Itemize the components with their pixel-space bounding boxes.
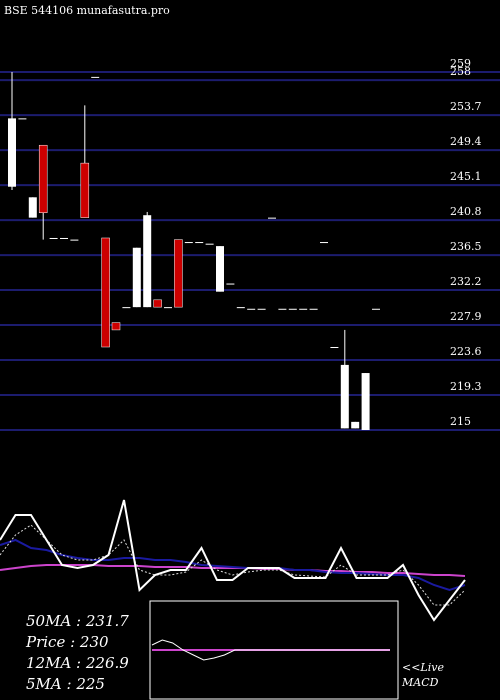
y-tick-label: 232.2	[450, 275, 482, 288]
candle-body	[8, 118, 16, 187]
candle-body	[60, 237, 68, 239]
y-tick-label: 249.4	[450, 135, 482, 148]
y-tick-label: 227.9	[450, 310, 482, 323]
y-tick-label: 219.3	[450, 380, 482, 393]
candle-body	[216, 246, 224, 292]
candle-body	[153, 299, 162, 308]
candle-body	[236, 307, 245, 309]
y-tick-label: 215	[450, 415, 471, 428]
y-tick-label: 245.1	[450, 170, 482, 183]
candle-body	[132, 247, 141, 308]
candle-body	[226, 283, 235, 285]
candle-body	[49, 237, 58, 239]
candle-body	[101, 237, 110, 348]
y-tick-label: 259	[450, 57, 471, 70]
chart-title: BSE 544106 munafasutra.pro	[4, 4, 170, 17]
info-label: 12MA : 226.9	[26, 654, 129, 672]
ma-line	[0, 524, 466, 606]
macd-line	[151, 639, 390, 661]
candle-body	[320, 242, 328, 244]
candle-body	[268, 217, 276, 219]
y-tick-label: 223.6	[450, 345, 482, 358]
candle-body	[122, 307, 131, 309]
candle-body	[164, 307, 172, 309]
candle-body	[309, 308, 318, 310]
info-label: Price : 230	[25, 633, 109, 651]
candle-body	[351, 421, 360, 429]
ma-line	[0, 538, 466, 592]
info-label: 5MA : 225	[26, 675, 105, 693]
y-tick-label: 258	[450, 65, 471, 78]
candle-body	[205, 243, 214, 245]
y-tick-label: 236.5	[450, 240, 482, 253]
candle-body	[330, 347, 339, 349]
candle-body	[299, 308, 308, 310]
candle-body	[195, 242, 204, 244]
candle-body	[361, 373, 370, 430]
candle-body	[174, 239, 183, 308]
candle-body	[247, 308, 256, 310]
candle-body	[288, 308, 297, 310]
candle-body	[340, 364, 349, 429]
candle-body	[70, 239, 79, 241]
y-tick-label: 240.8	[450, 205, 482, 218]
macd-label: MACD	[401, 676, 439, 689]
macd-label: <<Live	[402, 661, 444, 674]
ma-line	[0, 499, 466, 622]
candle-body	[278, 308, 287, 310]
candle-body	[91, 76, 100, 78]
info-label: 50MA : 231.7	[26, 612, 129, 630]
candle-body	[80, 162, 90, 218]
y-tick-label: 253.7	[450, 100, 482, 113]
candle-body	[111, 322, 121, 331]
candle-body	[18, 118, 27, 120]
candle-body	[28, 197, 37, 218]
candle-body	[143, 215, 152, 308]
candle-body	[372, 308, 380, 310]
candle-body	[184, 242, 193, 244]
candle-body	[38, 144, 48, 214]
candle-body	[257, 308, 266, 310]
